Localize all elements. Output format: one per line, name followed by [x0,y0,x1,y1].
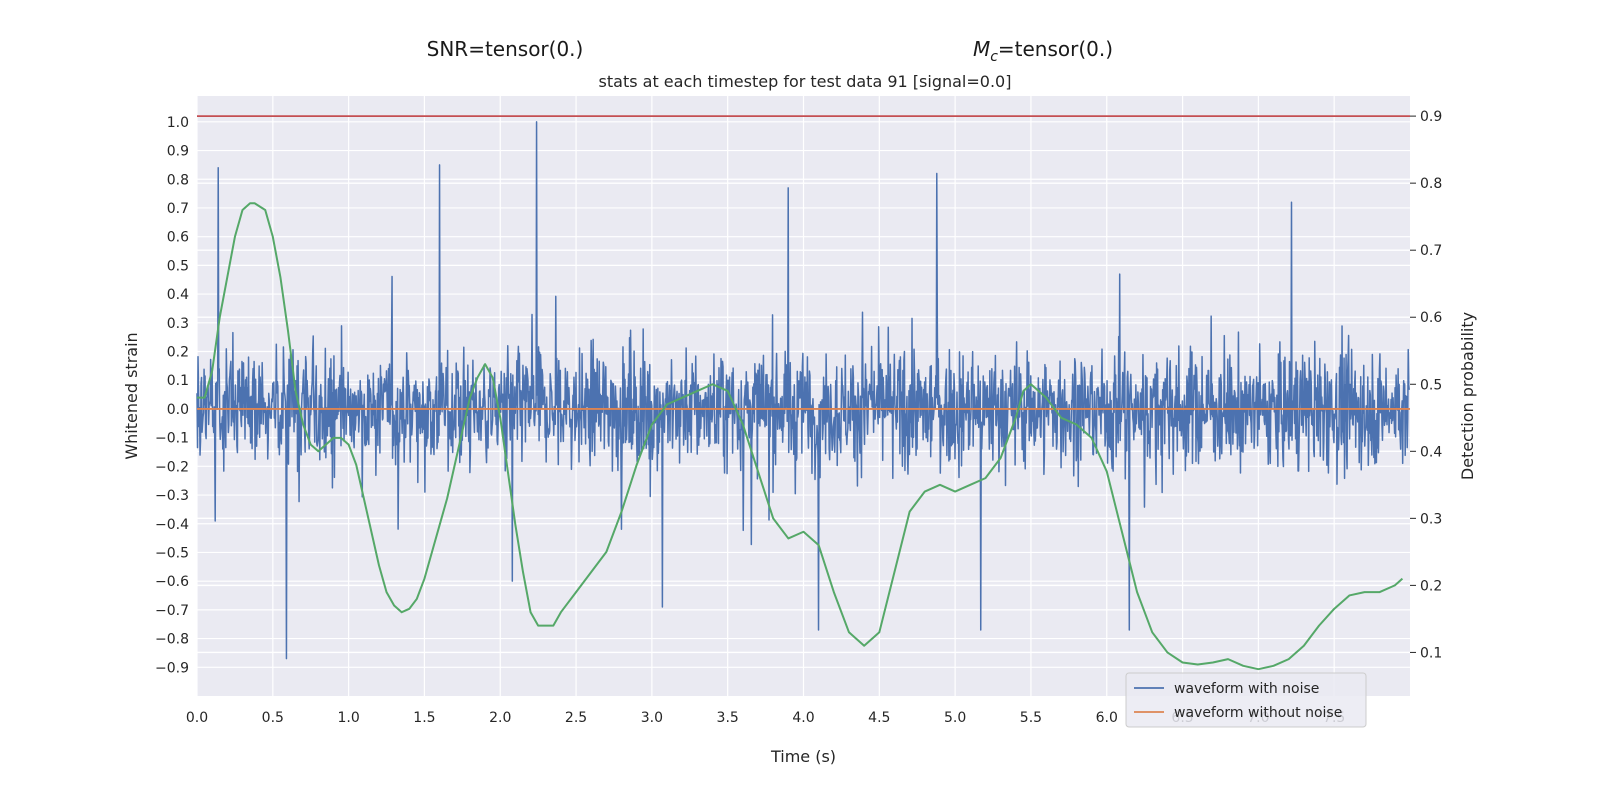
y-left-tick-label: 0.4 [167,287,189,303]
grid [196,96,1410,696]
y-left-tick-label: 0.3 [167,316,189,332]
mc-value: =tensor(0.) [998,37,1113,61]
mc-suptitle: Mc=tensor(0.) [973,37,1113,65]
x-tick-label: 1.5 [413,710,435,726]
y-left-tick-label: −0.8 [155,632,189,648]
x-tick-label: 0.0 [186,710,208,726]
mc-symbol: M [973,37,990,61]
y-right-tick-label: 0.9 [1420,109,1442,125]
y-axis-left-label: Whitened strain [122,332,141,459]
x-tick-label: 2.5 [565,710,587,726]
series-lines [197,115,1410,671]
y-right-tick-label: 0.5 [1420,377,1442,393]
y-left-tick-label: −0.4 [155,517,189,533]
y-left-tick-label: −0.1 [155,431,189,447]
mc-subscript: c [990,49,998,65]
y-left-tick-label: −0.2 [155,459,189,475]
waveform-with-noise-line [196,121,1410,660]
y-left-tick-label: 1.0 [167,115,189,131]
y-left-tick-label: 0.5 [167,258,189,274]
x-tick-label: 3.0 [641,710,663,726]
x-tick-label: 3.5 [717,710,739,726]
x-tick-label: 4.5 [868,710,890,726]
y-axis-right-label: Detection probability [1458,312,1477,480]
y-right-tick-label: 0.4 [1420,444,1442,460]
y-left-tick-label: −0.6 [155,574,189,590]
x-axis-label: Time (s) [770,747,836,766]
x-tick-label: 0.5 [262,710,284,726]
x-tick-label: 4.0 [792,710,814,726]
y-right-tick-label: 0.2 [1420,578,1442,594]
y-left-tick-label: 0.1 [167,373,189,389]
y-left-tick-label: 0.9 [167,144,189,160]
legend-label-clean: waveform without noise [1174,705,1342,721]
chart-title: stats at each timestep for test data 91 … [599,72,1012,91]
x-tick-label: 5.5 [1020,710,1042,726]
x-tick-label: 6.0 [1096,710,1118,726]
legend-box [1125,672,1367,728]
x-tick-label: 1.0 [337,710,359,726]
y-left-tick-label: −0.9 [155,660,189,676]
y-left-tick-label: −0.3 [155,488,189,504]
y-left-tick-label: 0.6 [167,230,189,246]
y-left-tick-label: −0.7 [155,603,189,619]
series-waveform-with-noise [196,121,1410,660]
y-left-tick-label: 0.8 [167,172,189,188]
y-right-tick-label: 0.6 [1420,310,1442,326]
y-right-tick-label: 0.8 [1420,176,1442,192]
x-tick-label: 2.0 [489,710,511,726]
y-left-tick-label: 0.0 [167,402,189,418]
y-left-tick-label: 0.7 [167,201,189,217]
x-tick-label: 5.0 [944,710,966,726]
legend-label-noise: waveform with noise [1174,681,1319,697]
snr-suptitle: SNR=tensor(0.) [427,37,584,61]
y-right-tick-label: 0.7 [1420,243,1442,259]
y-right-tick-label: 0.1 [1420,645,1442,661]
legend: waveform with noise waveform without noi… [1125,672,1367,728]
y-left-tick-label: −0.5 [155,545,189,561]
y-right-tick-label: 0.3 [1420,511,1442,527]
detection-probability-line [197,202,1404,671]
y-left-tick-label: 0.2 [167,345,189,361]
